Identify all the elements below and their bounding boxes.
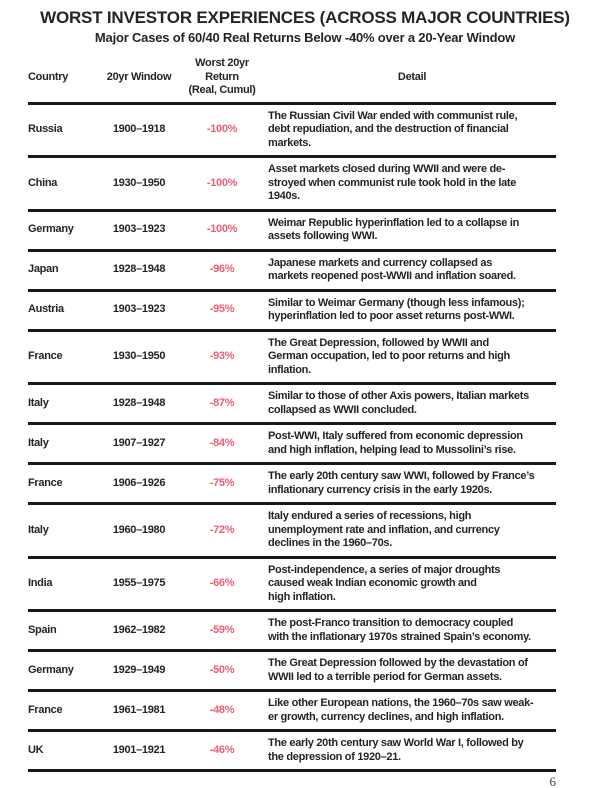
worst-experiences-table: Country 20yr Window Worst 20yr Return (R… — [28, 55, 556, 772]
table-row: Russia 1900–1918 -100% The Russian Civil… — [28, 105, 556, 158]
detail-cell: Japanese markets and currency collapsed … — [268, 256, 516, 283]
window-cell: 1907–1927 — [112, 436, 166, 449]
table-row: France 1906–1926 -75% The early 20th cen… — [28, 465, 556, 505]
country-cell: Austria — [28, 303, 64, 316]
detail-cell: Italy endured a series of recessions, hi… — [268, 510, 500, 549]
table-row: France 1930–1950 -93% The Great Depressi… — [28, 332, 556, 385]
window-cell: 1960–1980 — [112, 523, 166, 536]
window-cell: 1961–1981 — [112, 703, 166, 716]
detail-cell: The early 20th century saw WWI, followed… — [268, 470, 535, 496]
detail-cell: Post-independence, a series of major dro… — [268, 563, 501, 603]
country-cell: France — [28, 476, 63, 489]
table-row: Italy 1907–1927 -84% Post-WWI, Italy suf… — [28, 425, 556, 465]
detail-cell: Weimar Republic hyperinflation led to a … — [268, 216, 519, 243]
detail-cell: The early 20th century saw World War I, … — [268, 737, 524, 763]
window-cell: 1928–1948 — [112, 396, 166, 409]
country-cell: China — [28, 176, 58, 189]
return-cell: -95% — [209, 303, 235, 316]
return-cell: -75% — [209, 476, 235, 489]
window-cell: 1903–1923 — [112, 303, 166, 316]
country-cell: France — [28, 703, 63, 716]
table-row: Italy 1960–1980 -72% Italy endured a ser… — [28, 505, 556, 559]
window-cell: 1900–1918 — [112, 123, 166, 135]
column-header-country: Country — [28, 70, 69, 83]
detail-cell: The Great Depression followed by the dev… — [268, 657, 528, 683]
return-cell: -46% — [209, 743, 235, 756]
return-cell: -93% — [209, 350, 235, 362]
report-header: WORST INVESTOR EXPERIENCES (ACROSS MAJOR… — [0, 8, 610, 45]
table-row: Germany 1903–1923 -100% Weimar Republic … — [28, 212, 556, 252]
window-cell: 1929–1949 — [112, 663, 166, 676]
country-cell: Russia — [28, 123, 63, 135]
country-cell: Italy — [28, 523, 49, 536]
country-cell: Japan — [28, 263, 59, 276]
table-row: India 1955–1975 -66% Post-independence, … — [28, 559, 556, 612]
return-cell: -48% — [209, 703, 235, 716]
return-cell: -72% — [209, 523, 235, 536]
country-cell: Italy — [28, 436, 49, 449]
page-number: 6 — [549, 774, 557, 788]
page-title: WORST INVESTOR EXPERIENCES (ACROSS MAJOR… — [40, 8, 570, 27]
detail-cell: Like other European nations, the 1960–70… — [268, 697, 534, 723]
country-cell: UK — [28, 743, 44, 756]
detail-cell: The post-Franco transition to democracy … — [268, 617, 531, 643]
return-cell: -96% — [209, 263, 235, 276]
table-row: Spain 1962–1982 -59% The post-Franco tra… — [28, 612, 556, 652]
country-cell: India — [28, 577, 53, 589]
table-row: Japan 1928–1948 -96% Japanese markets an… — [28, 252, 556, 292]
table-row: Italy 1928–1948 -87% Similar to those of… — [28, 385, 556, 425]
return-cell: -100% — [206, 123, 238, 135]
window-cell: 1903–1923 — [112, 223, 166, 236]
detail-cell: Asset markets closed during WWII and wer… — [268, 163, 517, 202]
window-cell: 1901–1921 — [112, 743, 166, 756]
return-cell: -66% — [209, 577, 235, 589]
table-row: France 1961–1981 -48% Like other Europea… — [28, 692, 556, 732]
country-cell: Spain — [28, 623, 57, 636]
column-header-detail: Detail — [397, 70, 427, 83]
country-cell: Italy — [28, 396, 49, 409]
detail-cell: Similar to Weimar Germany (though less i… — [268, 296, 525, 323]
table-row: Germany 1929–1949 -50% The Great Depress… — [28, 652, 556, 692]
return-cell: -59% — [209, 623, 235, 636]
detail-cell: The Great Depression, followed by WWII a… — [268, 336, 510, 376]
return-cell: -87% — [209, 396, 235, 409]
table-row: Austria 1903–1923 -95% Similar to Weimar… — [28, 292, 556, 332]
country-cell: France — [28, 350, 63, 362]
return-cell: -50% — [209, 663, 235, 676]
window-cell: 1930–1950 — [112, 176, 166, 189]
window-cell: 1906–1926 — [112, 476, 166, 489]
table-row: China 1930–1950 -100% Asset markets clos… — [28, 158, 556, 212]
detail-cell: The Russian Civil War ended with communi… — [268, 109, 518, 149]
detail-cell: Similar to those of other Axis powers, I… — [268, 390, 529, 416]
return-cell: -84% — [209, 436, 235, 449]
page-subtitle: Major Cases of 60/40 Real Returns Below … — [94, 30, 516, 45]
table-header-row: Country 20yr Window Worst 20yr Return (R… — [28, 55, 556, 105]
window-cell: 1930–1950 — [112, 350, 166, 362]
country-cell: Germany — [28, 663, 74, 676]
return-cell: -100% — [206, 223, 238, 236]
column-header-window: 20yr Window — [106, 70, 172, 83]
table-row: UK 1901–1921 -46% The early 20th century… — [28, 732, 556, 772]
detail-cell: Post-WWI, Italy suffered from economic d… — [268, 430, 523, 456]
window-cell: 1928–1948 — [112, 263, 166, 276]
window-cell: 1955–1975 — [112, 577, 166, 589]
return-cell: -100% — [206, 176, 238, 189]
window-cell: 1962–1982 — [112, 623, 166, 636]
column-header-return: Worst 20yr Return (Real, Cumul) — [188, 57, 256, 96]
country-cell: Germany — [28, 223, 74, 236]
